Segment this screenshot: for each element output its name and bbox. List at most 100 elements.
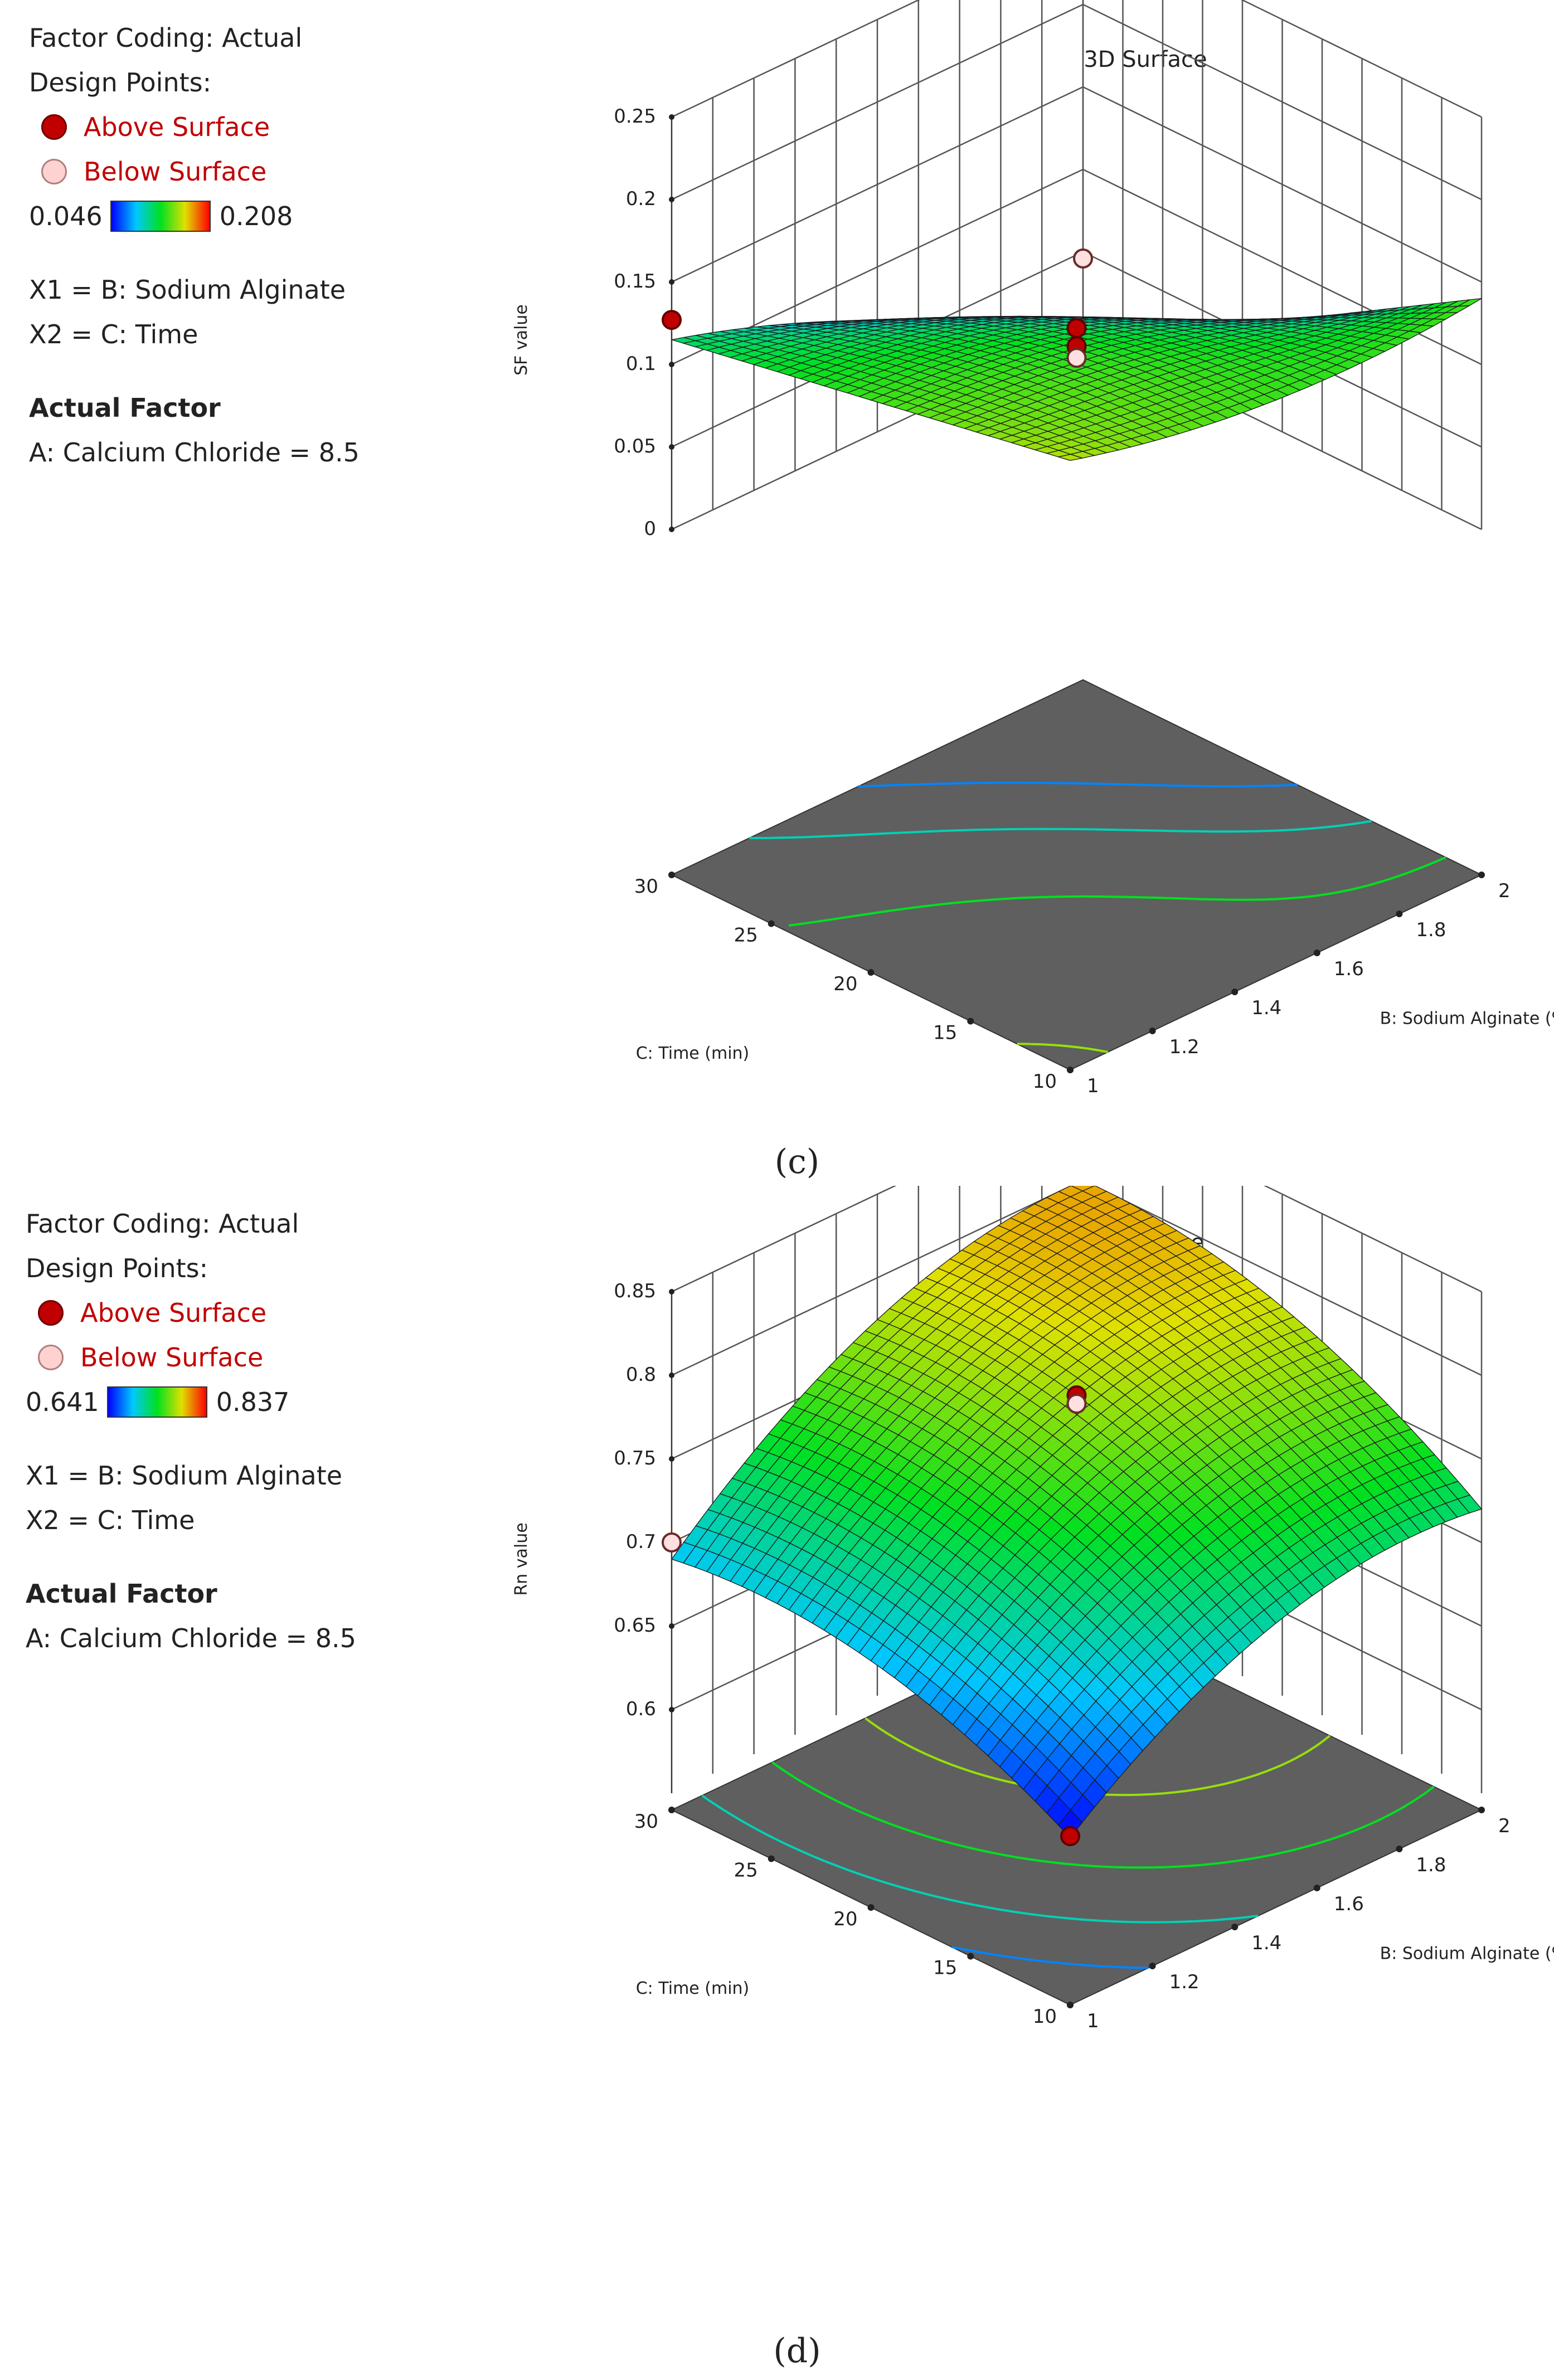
x-tick-label: 2	[1498, 1815, 1511, 1837]
x-tick-label: 1.4	[1251, 997, 1281, 1019]
z-tick-label: 0.7	[626, 1531, 656, 1553]
below-surface-marker-icon	[38, 1345, 64, 1370]
y-tick-label: 20	[833, 973, 857, 995]
color-scale-bar	[110, 201, 211, 232]
y-tick-label: 30	[634, 1810, 658, 1833]
panel-c: Factor Coding: Actual Design Points: Abo…	[0, 0, 1554, 1187]
caption-c: (c)	[774, 1142, 820, 1181]
x-tick-label: 1	[1087, 2010, 1099, 2032]
floor-contour	[788, 856, 1446, 927]
below-surface-label: Below Surface	[80, 1342, 264, 1372]
legend-below: Below Surface	[29, 149, 360, 194]
y-tick-mark	[867, 969, 875, 976]
x-tick-label: 1.8	[1416, 919, 1446, 941]
x-tick-mark	[1231, 1924, 1239, 1930]
floor-contour	[771, 1761, 1435, 1869]
floor-contour	[701, 1794, 1259, 1924]
design-point	[1066, 1394, 1087, 1414]
z-tick-mark	[669, 197, 674, 202]
z-tick-label: 0.15	[614, 270, 656, 293]
y-tick-label: 10	[1033, 2006, 1057, 2028]
y-tick-label: 30	[634, 875, 658, 898]
y-tick-mark	[668, 1807, 675, 1813]
legend-below: Below Surface	[26, 1335, 356, 1380]
actual-factor-title: Actual Factor	[26, 1579, 217, 1609]
floor-contour	[1017, 1043, 1109, 1053]
x-tick-label: 1.6	[1334, 1893, 1364, 1915]
z-axis-label: SF value	[512, 304, 531, 376]
y-tick-label: 15	[933, 1022, 957, 1044]
y-tick-mark	[1067, 1067, 1074, 1073]
above-surface-label: Above Surface	[80, 1298, 267, 1328]
x-tick-mark	[1396, 1846, 1403, 1852]
surface-cell	[1057, 454, 1084, 461]
floor-contour	[858, 781, 1298, 788]
z-tick-label: 0.85	[614, 1280, 656, 1302]
grid-line	[671, 1186, 1482, 1376]
z-tick-label: 0.05	[614, 435, 656, 457]
design-point	[1066, 318, 1087, 338]
x-tick-label: 1.2	[1169, 1971, 1200, 1993]
design-points-label: Design Points:	[26, 1253, 208, 1283]
y-tick-mark	[668, 872, 675, 878]
color-scale: 0.641 0.837	[26, 1380, 356, 1424]
legend-d: Factor Coding: Actual Design Points: Abo…	[26, 1201, 356, 1661]
design-point	[1060, 1826, 1080, 1846]
above-surface-label: Above Surface	[84, 112, 270, 142]
x-tick-label: 2	[1498, 880, 1511, 902]
design-point	[662, 310, 682, 330]
actual-factor-value: A: Calcium Chloride = 8.5	[29, 437, 360, 468]
y-tick-label: 15	[933, 1957, 957, 1979]
legend-above: Above Surface	[29, 105, 360, 149]
grid-line	[671, 168, 1482, 366]
x-tick-mark	[1478, 1807, 1485, 1813]
y-tick-label: 20	[833, 1908, 857, 1930]
grid-line	[671, 1186, 1482, 1293]
actual-factor-title: Actual Factor	[29, 393, 221, 423]
z-tick-mark	[669, 527, 674, 532]
floor-contour	[951, 1945, 1149, 1969]
z-tick-mark	[669, 1289, 674, 1294]
z-tick-mark	[669, 1456, 674, 1462]
y-tick-mark	[967, 1953, 974, 1960]
color-scale-min: 0.046	[29, 201, 103, 231]
design-points-label: Design Points:	[29, 67, 212, 98]
color-scale: 0.046 0.208	[29, 194, 360, 239]
z-tick-mark	[669, 114, 674, 120]
grid-line	[671, 3, 1482, 201]
z-axis-label: Rn value	[512, 1522, 531, 1595]
x2-label: X2 = C: Time	[26, 1505, 195, 1535]
x-tick-label: 1	[1087, 1075, 1099, 1097]
actual-factor-value: A: Calcium Chloride = 8.5	[26, 1623, 356, 1653]
z-tick-label: 0	[644, 518, 656, 540]
design-point	[1066, 348, 1087, 368]
x-axis-label: B: Sodium Alginate (%)	[1380, 1944, 1554, 1964]
legend-c: Factor Coding: Actual Design Points: Abo…	[29, 16, 360, 475]
x-tick-mark	[1149, 1028, 1156, 1034]
x-tick-mark	[1396, 911, 1403, 917]
y-tick-label: 10	[1033, 1070, 1057, 1093]
z-tick-mark	[669, 1623, 674, 1629]
floor-contour	[749, 820, 1372, 839]
y-tick-mark	[967, 1018, 974, 1025]
z-tick-label: 0.1	[626, 353, 656, 375]
z-tick-mark	[669, 279, 674, 285]
grid-line	[671, 0, 1482, 118]
x-tick-mark	[1231, 989, 1239, 995]
x-tick-mark	[1149, 1963, 1156, 1969]
y-tick-mark	[1067, 2002, 1074, 2008]
surface-plot-c: 3D Surface 0 0.05 0.1 0.15 0.2 0.25 SF value 1 1.…	[512, 0, 1554, 1097]
z-tick-mark	[669, 1372, 674, 1378]
x1-label: X1 = B: Sodium Alginate	[26, 1461, 343, 1491]
z-tick-mark	[669, 444, 674, 450]
x-tick-mark	[1313, 950, 1320, 956]
grid-line	[671, 86, 1482, 283]
above-surface-marker-icon	[38, 1300, 64, 1326]
chart-title: 3D Surface	[1084, 47, 1207, 72]
z-tick-label: 0.65	[614, 1614, 656, 1637]
factor-coding-label: Factor Coding: Actual	[29, 23, 303, 53]
design-point	[1073, 248, 1093, 269]
factor-coding-label: Factor Coding: Actual	[26, 1209, 299, 1239]
above-surface-marker-icon	[41, 114, 67, 140]
